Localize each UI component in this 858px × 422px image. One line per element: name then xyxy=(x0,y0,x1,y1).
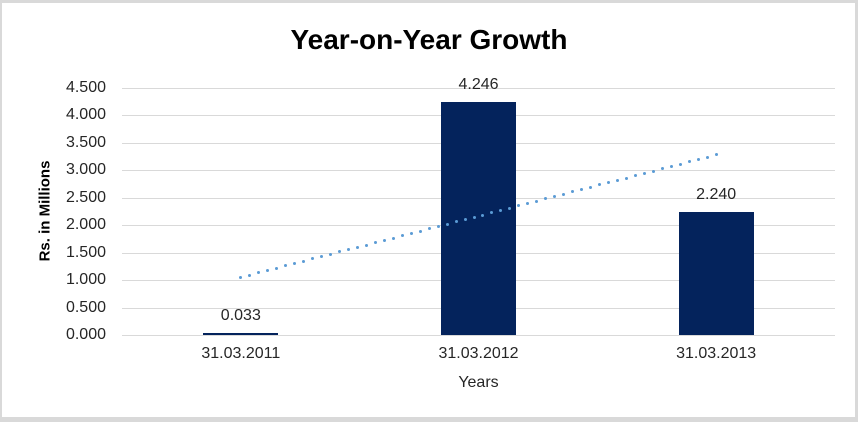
y-axis-ticks: 0.000 0.500 1.000 1.500 2.000 2.500 3.000 3.500… xyxy=(28,79,106,343)
plot-area: 0.033 4.246 2.240 xyxy=(122,76,835,336)
gridline xyxy=(122,335,835,336)
bar-data-label: 0.033 xyxy=(220,307,261,324)
y-tick-label: 0.000 xyxy=(65,326,106,343)
category-label: 31.03.2013 xyxy=(676,345,757,362)
y-tick-label: 3.000 xyxy=(65,161,106,179)
y-tick-label: 2.500 xyxy=(65,188,106,206)
bar xyxy=(203,333,279,335)
y-tick-label: 4.500 xyxy=(65,79,106,96)
y-tick-label: 1.500 xyxy=(65,243,106,261)
x-axis-labels: 31.03.2011 31.03.2012 31.03.2013 xyxy=(122,345,835,365)
gridline xyxy=(122,88,835,89)
y-tick-label: 1.000 xyxy=(65,271,106,289)
bar xyxy=(678,212,754,335)
bar xyxy=(441,101,516,335)
x-axis-title: Years xyxy=(458,374,499,391)
category-label: 31.03.2012 xyxy=(438,345,519,362)
chart-title: Year-on-Year Growth xyxy=(290,24,568,55)
bar-data-label: 2.240 xyxy=(696,186,737,204)
y-tick-label: 0.500 xyxy=(65,298,106,316)
y-tick-label: 2.000 xyxy=(65,216,106,234)
y-tick-label: 4.000 xyxy=(65,106,106,124)
y-tick-label: 3.500 xyxy=(65,133,106,151)
bar-data-label: 4.246 xyxy=(458,75,499,93)
category-label: 31.03.2011 xyxy=(201,345,281,362)
